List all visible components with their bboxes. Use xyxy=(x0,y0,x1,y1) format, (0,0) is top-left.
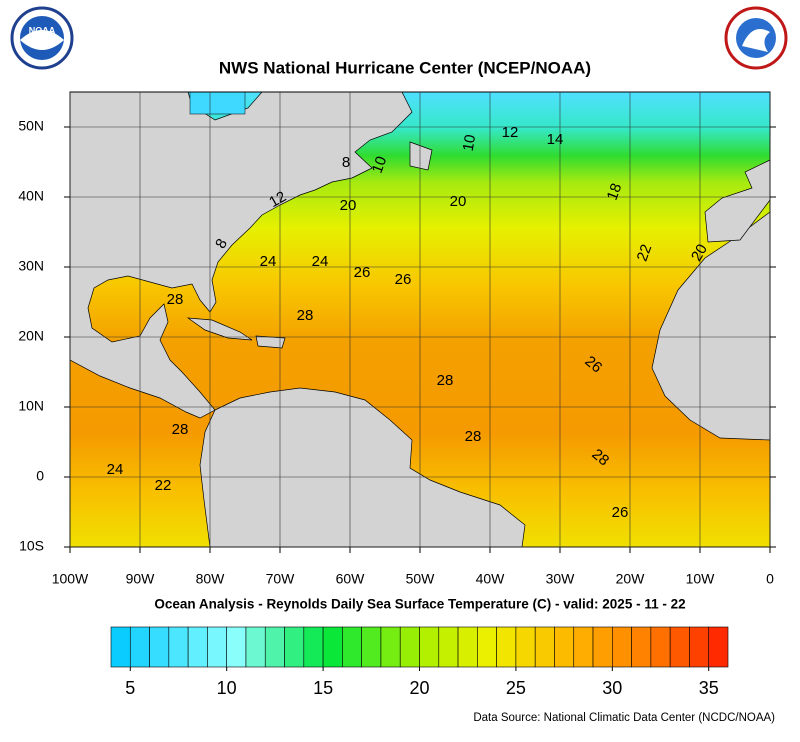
lon-tick-label: 30W xyxy=(546,571,576,587)
colorbar-label: 5 xyxy=(125,678,135,698)
lat-tick-label: 50N xyxy=(18,118,44,134)
logo-text: NOAA xyxy=(29,25,56,35)
africa xyxy=(651,211,771,441)
colorbar-cell xyxy=(264,626,285,668)
lon-tick-label: 20W xyxy=(616,571,646,587)
land xyxy=(69,91,771,548)
contour-label: 8 xyxy=(342,154,350,171)
north-america xyxy=(69,91,413,419)
colorbar-cell xyxy=(322,626,343,668)
contour-label: 20 xyxy=(340,197,357,214)
colorbar-cell xyxy=(612,626,632,668)
source: Data Source: National Climatic Data Cent… xyxy=(473,712,775,724)
lat-tick-label: 30N xyxy=(18,258,44,274)
noaa-logo: NOAA xyxy=(10,6,74,70)
colorbar-cell xyxy=(149,626,170,668)
lon-tick-label: 90W xyxy=(126,571,156,587)
hudson-bay xyxy=(189,91,246,115)
contour-label: 24 xyxy=(260,253,277,270)
hispaniola xyxy=(255,335,286,349)
contour-label: 28 xyxy=(297,307,314,324)
lon-tick-label: 0 xyxy=(766,571,774,587)
newfoundland xyxy=(409,141,433,171)
colorbar-cell xyxy=(689,626,710,668)
contour-label: 10 xyxy=(460,133,480,152)
colorbar-cell xyxy=(187,626,208,668)
lon-tick-label: 40W xyxy=(476,571,506,587)
lon-tick-label: 60W xyxy=(336,571,366,587)
contour-label: 26 xyxy=(612,504,629,521)
colorbar-cell xyxy=(129,626,150,668)
colorbar-cell xyxy=(342,626,362,668)
contour-label: 20 xyxy=(450,193,467,210)
colorbar-label: 20 xyxy=(409,678,429,698)
colorbar-cell xyxy=(573,626,594,668)
contour-label: 28 xyxy=(167,291,184,308)
colorbar-label: 35 xyxy=(699,678,719,698)
lon-tick-label: 10W xyxy=(686,571,716,587)
contour-label: 28 xyxy=(465,428,482,445)
contour-label: 20 xyxy=(688,241,711,264)
lon-tick-label: 50W xyxy=(406,571,436,587)
colorbar-cell xyxy=(380,626,401,668)
colorbar-cell xyxy=(168,626,189,668)
lat-tick-label: 10S xyxy=(19,538,44,554)
nws-logo xyxy=(724,6,788,70)
colorbar-cell xyxy=(650,626,671,668)
lon-tick-label: 100W xyxy=(52,571,89,587)
south-america xyxy=(199,387,526,548)
lon-tick-label: 80W xyxy=(196,571,226,587)
colorbar-cell xyxy=(477,626,497,668)
colorbar-cell xyxy=(496,626,517,668)
contour-label: 12 xyxy=(266,188,289,211)
colorbar-cell xyxy=(399,626,420,668)
contour-label: 14 xyxy=(547,131,564,148)
colorbar-cell xyxy=(457,626,478,668)
colorbar-cell xyxy=(592,626,613,668)
contour-label: 26 xyxy=(354,264,371,281)
contour-label: 12 xyxy=(502,124,519,141)
colorbar-cell xyxy=(207,626,227,668)
lat-tick-label: 10N xyxy=(18,398,44,414)
title: NWS National Hurricane Center (NCEP/NOAA… xyxy=(219,58,591,77)
lat-tick-label: 0 xyxy=(36,468,44,484)
contour-label: 18 xyxy=(604,181,626,202)
colorbar-label: 10 xyxy=(217,678,237,698)
colorbar-cell xyxy=(669,626,690,668)
contour-label: 22 xyxy=(155,477,172,494)
lat-tick-label: 40N xyxy=(18,188,44,204)
contour-label: 24 xyxy=(107,461,124,478)
colorbar-label: 25 xyxy=(506,678,526,698)
colorbar-cell xyxy=(515,626,536,668)
contour-label: 22 xyxy=(634,242,656,263)
contour-label: 28 xyxy=(172,421,189,438)
colorbar-cell xyxy=(361,626,382,668)
colorbar-cell xyxy=(554,626,575,668)
lon-tick-label: 70W xyxy=(266,571,296,587)
contour-label: 26 xyxy=(395,271,412,288)
contour-label: 10 xyxy=(369,154,391,175)
lat-tick-label: 20N xyxy=(18,328,44,344)
colorbar-cell xyxy=(419,626,440,668)
cuba xyxy=(186,317,253,341)
europe xyxy=(704,159,771,243)
colorbar-cell xyxy=(631,626,652,668)
colorbar-cell xyxy=(226,626,247,668)
colorbar-label: 30 xyxy=(602,678,622,698)
colorbar-cell xyxy=(708,626,729,668)
colorbar-cell xyxy=(284,626,305,668)
colorbar-cell xyxy=(245,626,266,668)
contour-label: 24 xyxy=(312,253,329,270)
colorbar-cell xyxy=(438,626,459,668)
subtitle: Ocean Analysis - Reynolds Daily Sea Surf… xyxy=(154,597,685,612)
colorbar-cell xyxy=(303,626,324,668)
colorbar-cell xyxy=(110,626,131,668)
colorbar-cell xyxy=(534,626,555,668)
contour-label: 28 xyxy=(437,372,454,389)
colorbar-label: 15 xyxy=(313,678,333,698)
